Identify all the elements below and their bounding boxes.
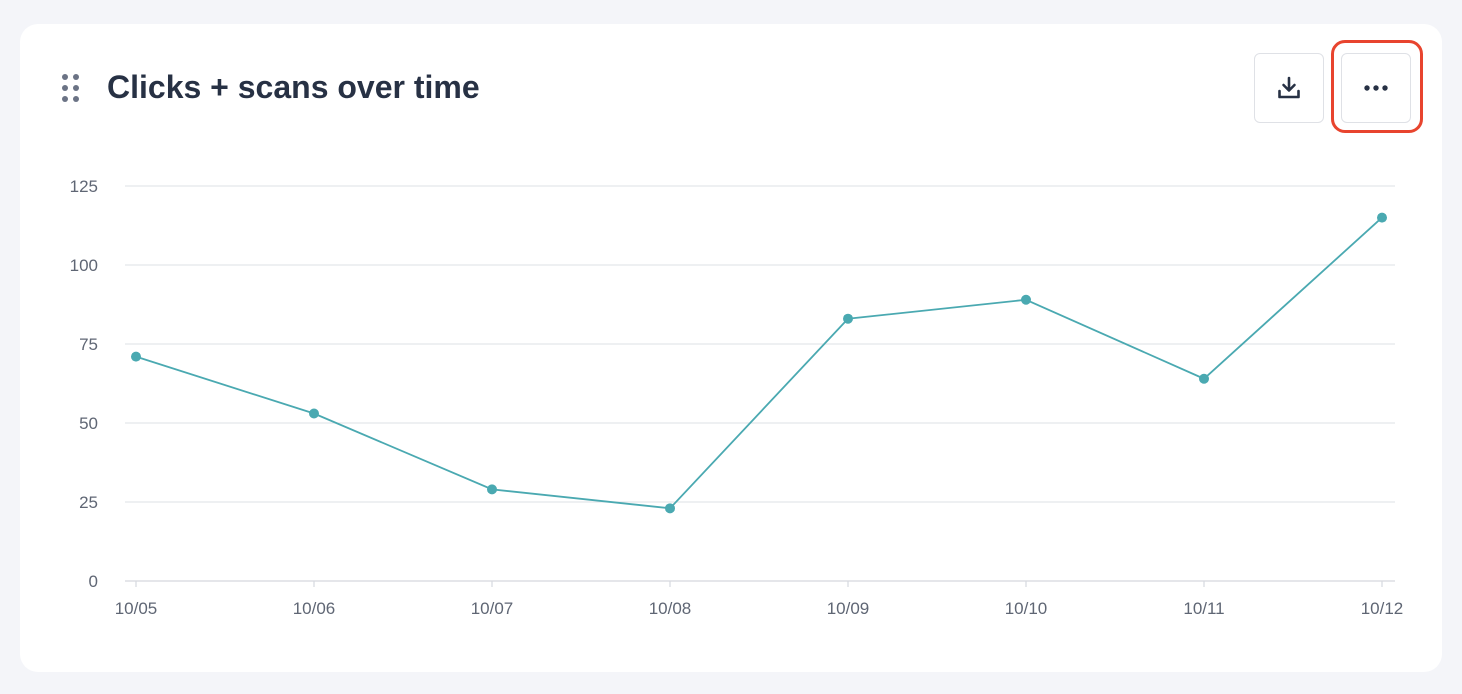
chart-card: Clicks + scans over time <box>20 24 1442 672</box>
download-button[interactable] <box>1254 53 1324 123</box>
x-tick-label: 10/12 <box>1361 599 1404 618</box>
drag-handle-icon[interactable] <box>60 72 82 104</box>
more-options-button[interactable] <box>1341 53 1411 123</box>
x-axis-ticks: 10/05 10/06 10/07 10/08 10/09 10/10 10/11 10/12 <box>115 581 1404 618</box>
y-axis-ticks: 0 25 50 75 100 125 <box>70 177 98 591</box>
y-tick-label: 100 <box>70 256 98 275</box>
data-point[interactable] <box>843 313 853 324</box>
x-tick-label: 10/05 <box>115 599 158 618</box>
x-tick-label: 10/08 <box>649 599 692 618</box>
data-point[interactable] <box>665 503 675 514</box>
download-icon <box>1278 76 1300 99</box>
y-tick-label: 25 <box>79 493 98 512</box>
data-point[interactable] <box>1021 294 1031 305</box>
y-tick-label: 0 <box>89 572 98 591</box>
x-tick-label: 10/10 <box>1005 599 1048 618</box>
gridlines <box>125 185 1395 582</box>
x-tick-label: 10/11 <box>1183 599 1224 618</box>
series-line <box>135 216 1383 510</box>
data-point[interactable] <box>487 484 497 495</box>
series-layer <box>131 212 1387 514</box>
x-tick-label: 10/09 <box>827 599 870 618</box>
data-point[interactable] <box>1199 373 1209 384</box>
data-point[interactable] <box>131 351 141 362</box>
y-tick-label: 75 <box>79 335 98 354</box>
data-point[interactable] <box>1377 212 1387 223</box>
ellipsis-icon <box>1364 85 1388 91</box>
y-tick-label: 50 <box>79 414 98 433</box>
data-point[interactable] <box>309 408 319 419</box>
y-tick-label: 125 <box>70 177 98 196</box>
x-tick-label: 10/06 <box>293 599 336 618</box>
x-tick-label: 10/07 <box>471 599 514 618</box>
chart-title: Clicks + scans over time <box>107 69 480 105</box>
